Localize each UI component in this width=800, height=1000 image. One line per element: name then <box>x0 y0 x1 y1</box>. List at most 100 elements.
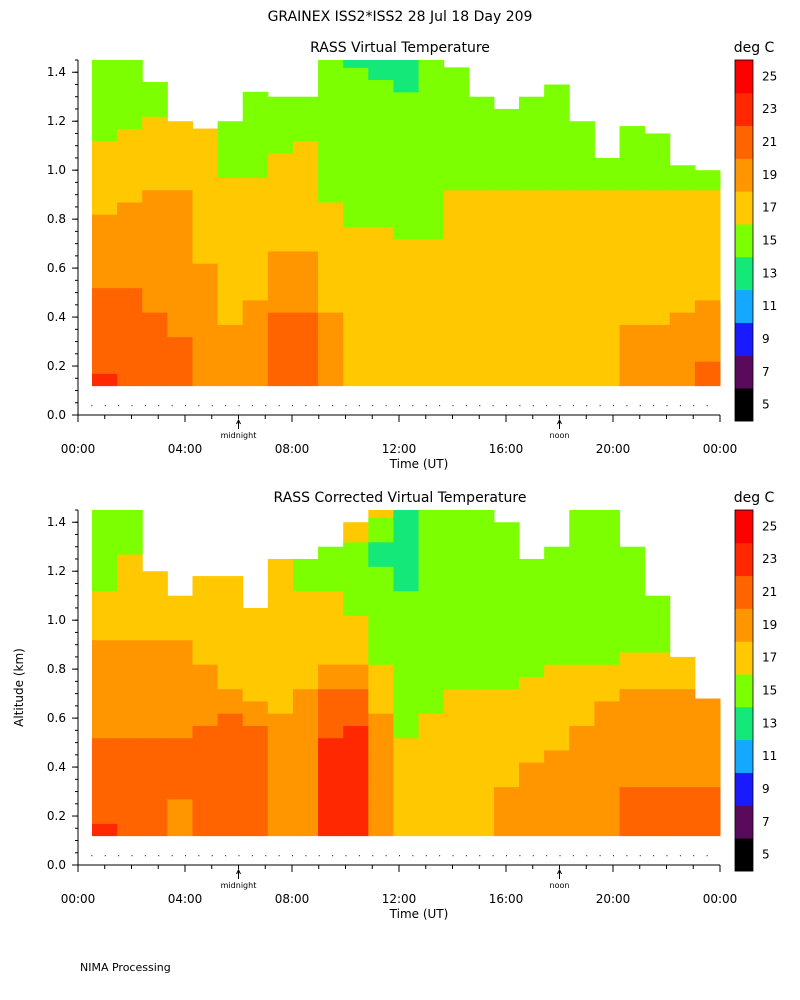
heatmap-cell <box>443 91 470 105</box>
heatmap-cell <box>343 713 369 726</box>
heatmap-cell <box>242 177 269 191</box>
heatmap-cell <box>117 238 143 252</box>
heatmap-cell <box>594 615 621 629</box>
heatmap-cell <box>217 676 244 690</box>
heatmap-cell <box>619 737 646 751</box>
heatmap-cell <box>217 725 244 739</box>
heatmap-cell <box>267 140 294 154</box>
heatmap-cell <box>468 336 495 350</box>
heatmap-cell <box>694 214 721 227</box>
heatmap-cell <box>217 128 244 142</box>
heatmap-cell <box>318 79 344 93</box>
heatmap-cell <box>418 104 445 117</box>
heatmap-cell <box>92 116 118 130</box>
heatmap-cell <box>594 226 621 240</box>
heatmap-cell <box>619 700 646 714</box>
heatmap-cell <box>569 737 595 751</box>
heatmap-cell <box>569 517 595 531</box>
heatmap-cell <box>393 128 420 142</box>
colorbar-swatch <box>735 641 753 675</box>
heatmap-cell <box>267 652 294 665</box>
heatmap-cell <box>493 275 520 289</box>
heatmap-cell <box>368 128 394 142</box>
heatmap-cell <box>167 275 193 289</box>
heatmap-cell <box>544 749 570 763</box>
heatmap-cell <box>544 373 570 387</box>
heatmap-cell <box>619 373 646 387</box>
heatmap-cell <box>318 189 344 203</box>
heatmap-cell <box>242 652 269 665</box>
heatmap-cell <box>343 324 369 338</box>
heatmap-cell <box>217 786 244 800</box>
heatmap-cell <box>142 140 168 154</box>
heatmap-cell <box>544 725 570 739</box>
heatmap-cell <box>569 700 595 714</box>
heatmap-cell <box>117 566 143 580</box>
heatmap-cell <box>644 749 671 763</box>
sample-dot <box>706 855 708 857</box>
heatmap-cell <box>267 96 294 105</box>
heatmap-cell <box>242 348 269 362</box>
heatmap-cell <box>117 324 143 338</box>
heatmap-cell <box>544 713 570 726</box>
heatmap-cell <box>117 603 143 616</box>
heatmap-cell <box>343 749 369 763</box>
heatmap-cell <box>393 373 420 387</box>
heatmap-cell <box>292 737 319 751</box>
sample-dot <box>492 405 494 407</box>
heatmap-cell <box>167 725 193 739</box>
y-axis-label: Altitude (km) <box>12 648 26 727</box>
heatmap-cell <box>192 713 219 726</box>
x-tick-label: 04:00 <box>168 442 203 456</box>
heatmap-cell <box>544 639 570 653</box>
heatmap-cell <box>167 202 193 215</box>
heatmap-cell <box>569 664 595 677</box>
heatmap-cell <box>669 688 696 702</box>
heatmap-cell <box>619 603 646 616</box>
heatmap-cell <box>242 189 269 203</box>
heatmap-cell <box>544 226 570 240</box>
heatmap-cell <box>493 823 520 837</box>
sample-dot <box>332 855 334 857</box>
heatmap-cell <box>292 566 319 580</box>
heatmap-cell <box>368 214 394 227</box>
heatmap-cell <box>644 373 671 387</box>
heatmap-cell <box>217 226 244 240</box>
heatmap-cell <box>519 226 545 240</box>
sample-dot <box>118 855 120 857</box>
heatmap-cell <box>594 157 621 166</box>
heatmap-cell <box>117 725 143 739</box>
heatmap-cell <box>368 250 394 264</box>
heatmap-cell <box>92 165 118 179</box>
heatmap-cell <box>318 639 344 653</box>
heatmap-cell <box>192 336 219 350</box>
heatmap-cell <box>644 737 671 751</box>
heatmap-cell <box>493 312 520 325</box>
heatmap-cell <box>92 373 118 387</box>
heatmap-cell <box>318 324 344 338</box>
sample-dot <box>278 855 280 857</box>
heatmap-cell <box>318 67 344 81</box>
heatmap-cell <box>292 639 319 653</box>
heatmap-cell <box>393 554 420 567</box>
heatmap-cell <box>418 79 445 93</box>
heatmap-cell <box>393 700 420 714</box>
heatmap-cell <box>142 603 168 616</box>
sample-dot <box>104 405 106 407</box>
heatmap-cell <box>519 798 545 812</box>
heatmap-cell <box>343 529 369 543</box>
heatmap-cell <box>242 607 269 616</box>
heatmap-cell <box>393 713 420 726</box>
heatmap-cell <box>619 165 646 179</box>
heatmap-cell <box>217 336 244 350</box>
heatmap-cell <box>569 676 595 690</box>
heatmap-cell <box>292 700 319 714</box>
heatmap-cell <box>418 91 445 105</box>
colorbar-level-label: 17 <box>762 651 777 665</box>
heatmap-cell <box>619 263 646 276</box>
heatmap-cell <box>544 336 570 350</box>
heatmap-cell <box>544 590 570 604</box>
heatmap-cell <box>117 263 143 276</box>
heatmap-cell <box>318 165 344 179</box>
heatmap-cell <box>544 652 570 665</box>
